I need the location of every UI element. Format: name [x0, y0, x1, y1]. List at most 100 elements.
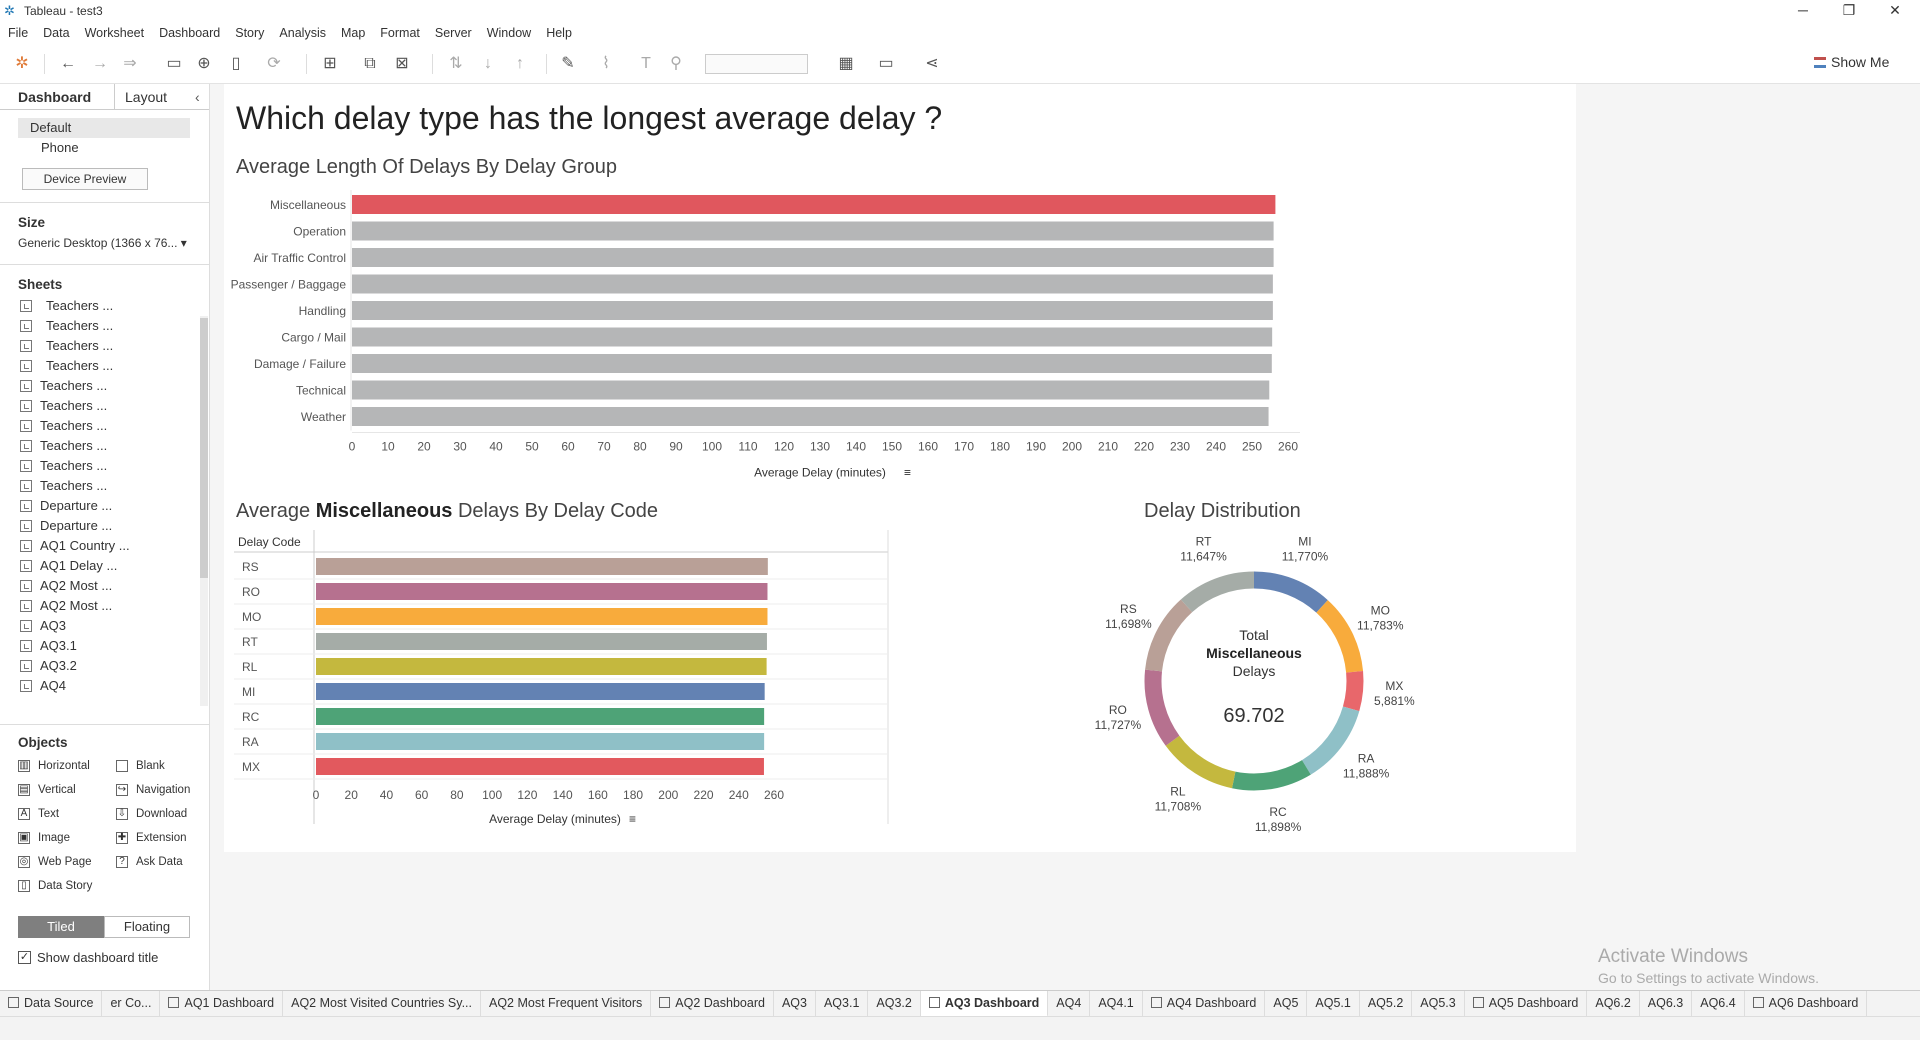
minimize-button[interactable]: ─ — [1798, 2, 1808, 18]
menu-data[interactable]: Data — [43, 26, 70, 40]
new-data-source-icon[interactable]: ⊕ — [197, 55, 211, 72]
sheet-tab[interactable]: AQ6.3 — [1640, 991, 1693, 1017]
object-horizontal[interactable]: ▥ Horizontal — [18, 760, 90, 772]
presentation-mode-icon[interactable]: ▭ — [878, 55, 894, 72]
donut-slice[interactable] — [1144, 669, 1180, 746]
donut-slice[interactable] — [1301, 706, 1360, 775]
sheet-item[interactable]: Teachers ... — [0, 356, 200, 376]
sheet-item[interactable]: Teachers ... — [0, 476, 200, 496]
bar[interactable] — [352, 248, 1274, 267]
sheet-item[interactable]: Teachers ... — [0, 316, 200, 336]
sheet-tab[interactable]: AQ3.1 — [816, 991, 869, 1017]
save-icon[interactable]: ▭ — [166, 55, 182, 72]
donut-slice[interactable] — [1145, 599, 1193, 672]
sort-descending-icon[interactable]: ↑ — [516, 55, 524, 72]
redo-icon[interactable]: → — [92, 55, 108, 72]
bar[interactable] — [316, 758, 764, 775]
replay-icon[interactable]: ⇒ — [123, 55, 137, 72]
sheet-tab[interactable]: AQ6.4 — [1692, 991, 1745, 1017]
sheet-item[interactable]: Teachers ... — [0, 296, 200, 316]
floating-toggle[interactable]: Floating — [104, 916, 190, 938]
sheet-item[interactable]: Teachers ... — [0, 336, 200, 356]
bar[interactable] — [352, 354, 1272, 373]
device-phone[interactable]: Phone — [41, 140, 79, 155]
bar[interactable] — [352, 195, 1276, 214]
menu-dashboard[interactable]: Dashboard — [159, 26, 221, 40]
sheet-item[interactable]: AQ3 — [0, 616, 200, 636]
sheet-item[interactable]: Teachers ... — [0, 456, 200, 476]
bar[interactable] — [316, 658, 767, 675]
sheet-item[interactable]: AQ1 Delay ... — [0, 556, 200, 576]
donut-slice[interactable] — [1180, 571, 1255, 613]
bar[interactable] — [316, 558, 768, 575]
undo-icon[interactable]: ← — [60, 55, 76, 72]
sheet-item[interactable]: Teachers ... — [0, 376, 200, 396]
object-image[interactable]: ▣ Image — [18, 832, 70, 844]
sheet-item[interactable]: Departure ... — [0, 496, 200, 516]
menu-file[interactable]: File — [8, 26, 29, 40]
sort-icon[interactable]: ≡ — [629, 812, 636, 826]
sort-ascending-icon[interactable]: ↓ — [484, 55, 492, 72]
donut-slice[interactable] — [1232, 759, 1311, 791]
sheet-tab[interactable]: er Co... — [102, 991, 161, 1017]
duplicate-sheet-icon[interactable]: ⧉ — [364, 55, 376, 72]
sheet-tab[interactable]: AQ2 Most Visited Countries Sy... — [283, 991, 481, 1017]
bar[interactable] — [352, 380, 1270, 400]
object-ask-data[interactable]: ? Ask Data — [116, 856, 183, 868]
sheet-tab[interactable]: AQ4 — [1048, 991, 1091, 1017]
sheet-tab[interactable]: AQ3.2 — [868, 991, 921, 1017]
sheet-item[interactable]: Departure ... — [0, 516, 200, 536]
bar[interactable] — [352, 274, 1273, 294]
tab-layout[interactable]: Layout — [125, 89, 168, 105]
device-default[interactable]: Default — [18, 118, 190, 138]
device-preview-button[interactable]: Device Preview — [22, 168, 148, 190]
object-extension[interactable]: ✚ Extension — [116, 832, 187, 844]
share-icon[interactable]: ⋖ — [925, 55, 939, 72]
sheet-item[interactable]: Teachers ... — [0, 436, 200, 456]
bar[interactable] — [316, 733, 765, 750]
bar[interactable] — [316, 683, 765, 700]
sheet-tab[interactable]: AQ6.2 — [1587, 991, 1640, 1017]
restore-button[interactable]: ❐ — [1842, 2, 1856, 18]
donut-slice[interactable] — [1253, 571, 1328, 613]
donut-slice[interactable] — [1316, 600, 1364, 673]
sheet-tab[interactable]: AQ5.1 — [1307, 991, 1360, 1017]
swap-icon[interactable]: ⇅ — [449, 55, 463, 72]
bar[interactable] — [316, 583, 768, 600]
tableau-home-icon[interactable]: ✲ — [15, 55, 29, 72]
object-navigation[interactable]: ↪ Navigation — [116, 784, 190, 796]
menu-map[interactable]: Map — [340, 26, 366, 40]
bar[interactable] — [316, 633, 767, 650]
object-web-page[interactable]: ◎ Web Page — [18, 856, 92, 868]
fit-dropdown[interactable] — [705, 54, 808, 74]
sheet-item[interactable]: AQ2 Most ... — [0, 596, 200, 616]
clear-sheet-icon[interactable]: ⊠ — [395, 55, 409, 72]
menu-analysis[interactable]: Analysis — [279, 26, 326, 40]
sheet-item[interactable]: AQ3.2 — [0, 656, 200, 676]
sheet-tab[interactable]: AQ4 Dashboard — [1143, 991, 1266, 1017]
sheet-tab[interactable]: AQ5.2 — [1360, 991, 1413, 1017]
sheet-item[interactable]: AQ2 Most ... — [0, 576, 200, 596]
sheet-item[interactable]: AQ3.1 — [0, 636, 200, 656]
sheet-item[interactable]: AQ4 — [0, 676, 200, 696]
highlight-icon[interactable]: ✎ — [561, 55, 575, 72]
object-vertical[interactable]: ▤ Vertical — [18, 784, 76, 796]
sheet-item[interactable]: AQ1 Country ... — [0, 536, 200, 556]
bar[interactable] — [352, 327, 1273, 347]
object-download[interactable]: ⇩ Download — [116, 808, 187, 820]
menu-server[interactable]: Server — [434, 26, 472, 40]
object-blank[interactable]: Blank — [116, 760, 165, 772]
sort-icon[interactable]: ≡ — [904, 466, 911, 480]
collapse-panel-icon[interactable]: ‹ — [195, 89, 200, 105]
tab-dashboard[interactable]: Dashboard — [0, 84, 115, 109]
show-dashboard-title-checkbox[interactable]: ✓ Show dashboard title — [18, 950, 158, 965]
tiled-toggle[interactable]: Tiled — [18, 916, 104, 938]
sheet-tab[interactable]: AQ2 Dashboard — [651, 991, 774, 1017]
sheet-tab[interactable]: AQ3 — [774, 991, 816, 1017]
bar[interactable] — [352, 407, 1269, 426]
sheet-tab[interactable]: AQ2 Most Frequent Visitors — [481, 991, 652, 1017]
bar[interactable] — [316, 708, 765, 725]
donut-slice[interactable] — [1342, 671, 1364, 712]
sheet-tab[interactable]: AQ1 Dashboard — [160, 991, 284, 1017]
menu-format[interactable]: Format — [380, 26, 420, 40]
